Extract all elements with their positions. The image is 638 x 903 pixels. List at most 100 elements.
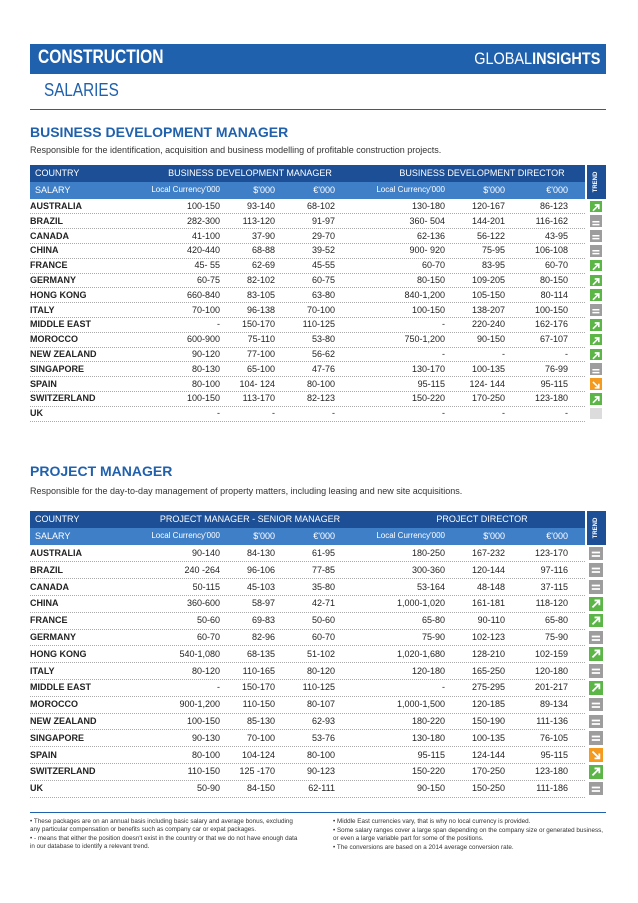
country: CHINA xyxy=(30,245,59,256)
country: SINGAPORE xyxy=(30,732,85,743)
salary-cell: 113-170 xyxy=(242,393,275,404)
salary-cell: 37-115 xyxy=(540,581,568,592)
trend-icon xyxy=(590,274,602,287)
country: UK xyxy=(30,408,43,419)
row-separator xyxy=(30,779,585,781)
trend-glyph xyxy=(592,337,600,345)
salary-cell: 80-100 xyxy=(191,749,220,760)
column-header: BUSINESS DEVELOPMENT MANAGER xyxy=(168,168,332,178)
trend-glyph xyxy=(591,735,601,742)
salary-cell: - xyxy=(442,319,445,330)
trend-glyph xyxy=(591,551,601,557)
footnote-text: Some salary ranges cover a large span de… xyxy=(333,827,603,842)
salary-cell: 63-80 xyxy=(311,289,335,300)
row-separator xyxy=(30,346,585,348)
header-row xyxy=(30,165,585,182)
trend-label: TREND xyxy=(593,517,599,539)
salary-cell: 1,000-1,020 xyxy=(396,598,445,609)
row-separator xyxy=(30,376,585,378)
trend-icon xyxy=(589,630,603,645)
salary-cell: 68-88 xyxy=(251,245,275,256)
row-separator xyxy=(30,242,585,244)
salary-cell: 144-201 xyxy=(471,215,505,226)
salary-cell: 77-85 xyxy=(311,564,335,575)
trend-glyph xyxy=(592,250,600,255)
column-header: PROJECT MANAGER - SENIOR MANAGER xyxy=(159,514,341,524)
salary-cell: 180-250 xyxy=(411,547,445,558)
salary-cell: 102-159 xyxy=(534,648,568,659)
currency-header: €'000 xyxy=(546,185,568,195)
salary-cell: 51-102 xyxy=(306,648,335,659)
country: UK xyxy=(30,783,43,794)
footnote-text: These packages are on an annual basis in… xyxy=(30,818,293,833)
salary-cell: - xyxy=(442,408,445,419)
salary-cell: 56-62 xyxy=(311,348,335,359)
currency-header: Local Currency'000 xyxy=(151,185,220,194)
salary-cell: 62-111 xyxy=(308,783,335,794)
salary-cell: 62-136 xyxy=(416,230,445,241)
salary-cell: 109-205 xyxy=(471,274,505,285)
row-separator xyxy=(30,390,585,392)
salary-cell: 150-170 xyxy=(241,319,275,330)
salary-cell: 93-140 xyxy=(246,200,275,211)
salary-cell: 80-107 xyxy=(306,699,335,710)
salary-cell: 90-130 xyxy=(191,732,220,743)
country: FRANCE xyxy=(30,260,68,271)
salary-cell: 150-250 xyxy=(471,783,505,794)
row-separator xyxy=(30,316,585,318)
trend-icon xyxy=(590,215,602,228)
salary-cell: 660-840 xyxy=(186,289,220,300)
trend-icon xyxy=(590,244,602,257)
trend-icon xyxy=(589,546,603,561)
salary-cell: 124- 144 xyxy=(469,378,505,389)
trend-icon xyxy=(590,363,602,376)
salary-cell: 110-125 xyxy=(302,682,335,693)
salary-cell: - xyxy=(565,348,568,359)
salary-cell: 47-76 xyxy=(311,363,335,374)
country: NEW ZEALAND xyxy=(30,715,97,726)
country: ITALY xyxy=(30,304,55,315)
footnote-text: - means that either the position doesn't… xyxy=(30,835,298,850)
row-separator xyxy=(30,420,585,422)
header-title: CONSTRUCTION xyxy=(38,47,164,68)
salary-cell: 124-144 xyxy=(471,749,505,760)
salary-cell: 65-100 xyxy=(246,363,275,374)
brand-light: GLOBAL xyxy=(473,49,532,68)
salary-cell: 90-140 xyxy=(191,547,220,558)
row-separator xyxy=(30,302,585,304)
country: SPAIN xyxy=(30,749,57,760)
salary-cell: - xyxy=(272,408,275,419)
salary-cell: 95-115 xyxy=(417,749,445,760)
currency-header: €'000 xyxy=(313,531,335,541)
salary-cell: 60-75 xyxy=(311,274,335,285)
trend-icon xyxy=(589,647,603,662)
salary-cell: 180-220 xyxy=(411,715,445,726)
bullet: • xyxy=(333,818,337,825)
country: MOROCCO xyxy=(30,699,78,710)
salary-cell: - xyxy=(502,408,505,419)
trend-glyph xyxy=(592,351,600,360)
trend-icon xyxy=(590,259,602,272)
footnote-text: Middle East currencies vary, that is why… xyxy=(336,818,531,825)
row-separator xyxy=(30,662,585,664)
trend-glyph xyxy=(591,567,601,574)
trend-icon xyxy=(589,664,603,678)
trend-glyph xyxy=(591,649,601,659)
salary-cell: 53-164 xyxy=(416,581,445,592)
footnote: • The conversions are based on a 2014 av… xyxy=(333,844,603,852)
salary-cell: 113-120 xyxy=(242,215,275,226)
salary-cell: 50-115 xyxy=(192,581,220,592)
country: CANADA xyxy=(30,230,69,241)
trend-glyph xyxy=(592,203,600,212)
salary-cell: 104-124 xyxy=(241,749,275,760)
trend-glyph xyxy=(592,277,600,286)
salary-cell: 128-210 xyxy=(471,648,505,659)
salary-cell: 111-136 xyxy=(536,715,568,726)
trend-icon xyxy=(589,596,603,611)
salary-cell: 75-90 xyxy=(421,631,445,642)
salary-cell: 50-90 xyxy=(196,783,220,794)
salary-cell: 50-60 xyxy=(196,615,220,626)
salary-cell: 41-100 xyxy=(191,230,220,241)
salary-cell: 86-123 xyxy=(539,200,568,211)
bullet: • xyxy=(333,844,337,851)
